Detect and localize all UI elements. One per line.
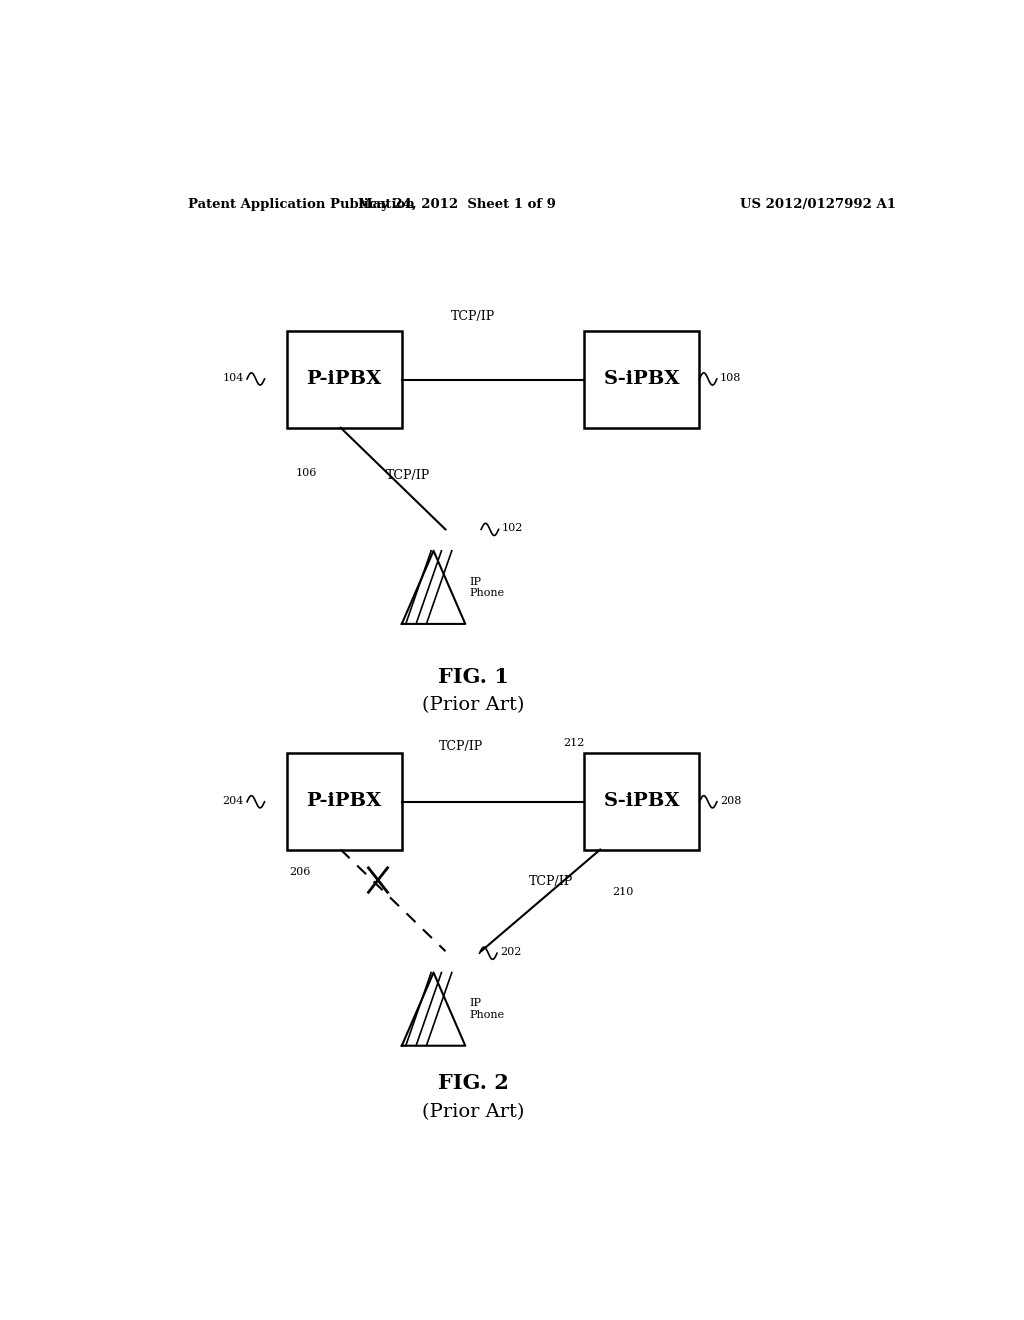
Text: TCP/IP: TCP/IP xyxy=(386,469,430,482)
Text: IP
Phone: IP Phone xyxy=(469,998,505,1020)
Text: (Prior Art): (Prior Art) xyxy=(422,1102,524,1121)
Text: 208: 208 xyxy=(720,796,741,805)
Text: TCP/IP: TCP/IP xyxy=(452,310,496,323)
Bar xyxy=(287,752,401,850)
Text: (Prior Art): (Prior Art) xyxy=(422,696,524,714)
Text: FIG. 2: FIG. 2 xyxy=(438,1073,509,1093)
Text: 106: 106 xyxy=(296,469,316,478)
Text: US 2012/0127992 A1: US 2012/0127992 A1 xyxy=(740,198,896,211)
Text: P-iPBX: P-iPBX xyxy=(306,371,382,388)
Bar xyxy=(287,331,401,428)
Text: FIG. 1: FIG. 1 xyxy=(438,667,509,686)
Text: 206: 206 xyxy=(289,867,310,876)
Bar xyxy=(585,752,699,850)
Text: P-iPBX: P-iPBX xyxy=(306,792,382,810)
Text: 204: 204 xyxy=(222,796,244,805)
Text: 104: 104 xyxy=(222,374,244,383)
Text: 210: 210 xyxy=(612,887,634,898)
Bar xyxy=(585,331,699,428)
Text: S-iPBX: S-iPBX xyxy=(603,371,680,388)
Text: 108: 108 xyxy=(720,374,741,383)
Text: Patent Application Publication: Patent Application Publication xyxy=(187,198,415,211)
Text: May 24, 2012  Sheet 1 of 9: May 24, 2012 Sheet 1 of 9 xyxy=(358,198,556,211)
Text: S-iPBX: S-iPBX xyxy=(603,792,680,810)
Text: TCP/IP: TCP/IP xyxy=(439,741,483,752)
Text: TCP/IP: TCP/IP xyxy=(528,875,573,888)
Text: 202: 202 xyxy=(500,948,521,957)
Text: 102: 102 xyxy=(502,523,523,533)
Text: 212: 212 xyxy=(563,738,585,748)
Text: IP
Phone: IP Phone xyxy=(469,577,505,598)
